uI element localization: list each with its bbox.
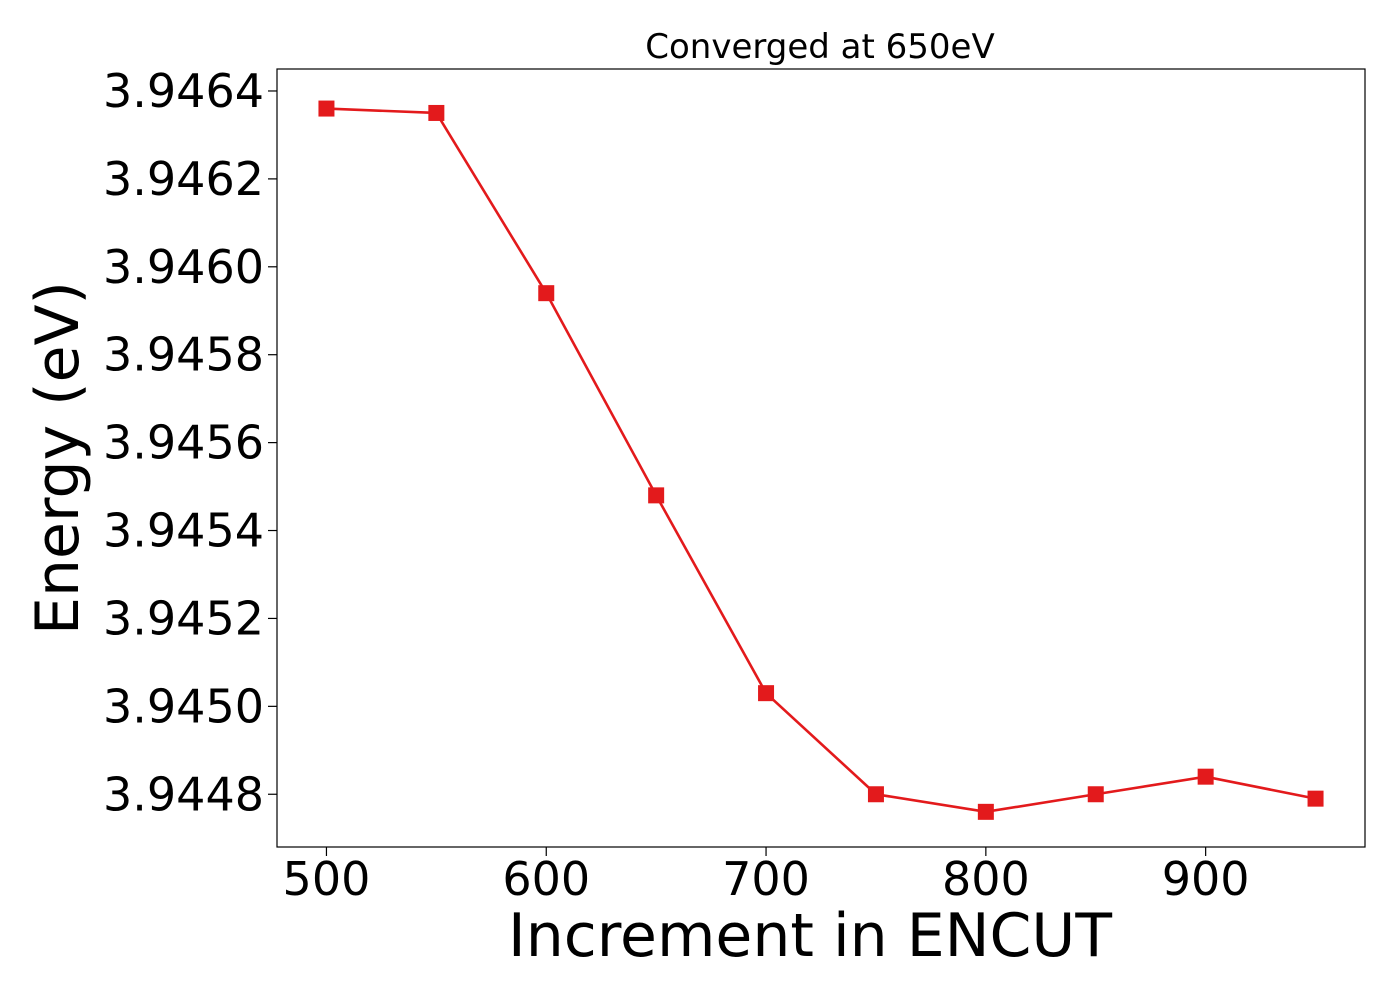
data-point-marker [867, 786, 884, 803]
y-tick-label: 3.9464 [103, 64, 264, 118]
data-point-marker [318, 100, 335, 117]
x-tick-label: 700 [722, 852, 810, 906]
x-axis: 500 600 700 800 900 [283, 847, 1250, 906]
data-point-marker [977, 803, 994, 820]
y-tick-label: 3.9458 [103, 328, 264, 382]
x-tick-label: 500 [283, 852, 371, 906]
data-point-marker [1307, 790, 1324, 807]
x-axis-title: Increment in ENCUT [508, 901, 1112, 971]
chart-title: Converged at 650eV [645, 27, 994, 67]
x-tick-label: 600 [502, 852, 590, 906]
data-point-marker [758, 685, 775, 702]
plot-area [276, 68, 1366, 848]
y-tick-label: 3.9450 [103, 679, 264, 733]
data-point-marker [428, 104, 445, 121]
y-tick-label: 3.9460 [103, 240, 264, 294]
series-line [326, 107, 1316, 814]
x-tick-label: 900 [1162, 852, 1250, 906]
y-tick-label: 3.9448 [103, 767, 264, 821]
y-tick-label: 3.9452 [103, 591, 264, 645]
y-tick-label: 3.9462 [103, 152, 264, 206]
data-point-marker [648, 487, 665, 504]
data-point-marker [1197, 768, 1214, 785]
x-tick-label: 800 [942, 852, 1030, 906]
data-point-marker [538, 285, 555, 302]
series-layer [318, 100, 1324, 820]
y-tick-label: 3.9456 [103, 416, 264, 470]
plot-frame [276, 68, 1366, 848]
y-axis-title: Energy (eV) [23, 281, 93, 635]
y-tick-label: 3.9454 [103, 504, 264, 558]
y-axis: 3.9448 3.9450 3.9452 3.9454 3.9456 3.9458 3.94… [103, 64, 277, 821]
data-point-marker [1087, 786, 1104, 803]
